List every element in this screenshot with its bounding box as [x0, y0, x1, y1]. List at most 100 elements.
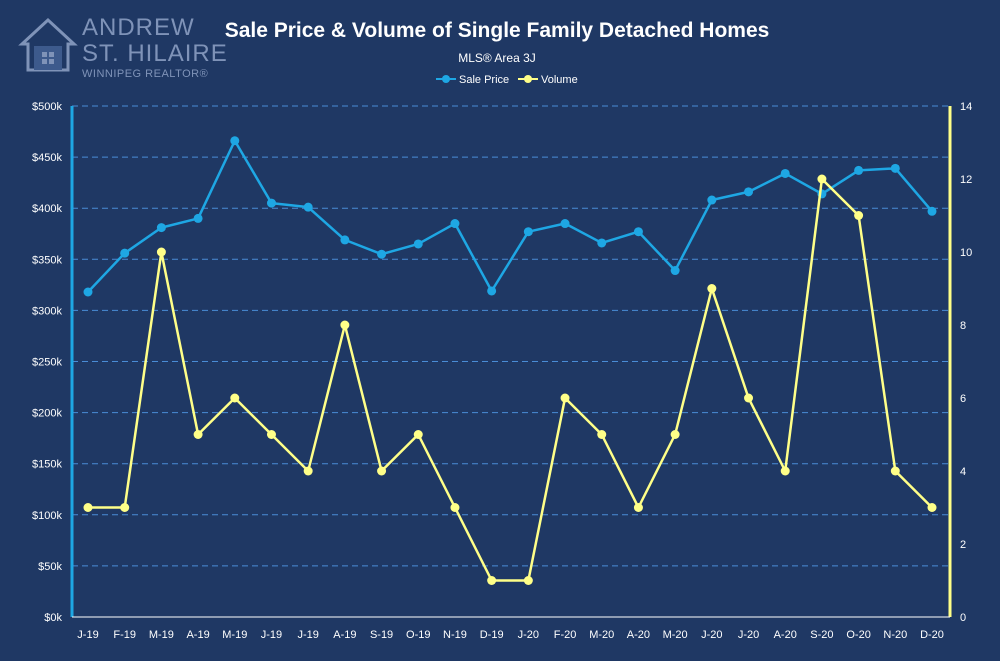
data-point-sale-price: [377, 249, 387, 259]
right-axis-tick-label: 10: [960, 247, 972, 259]
data-point-sale-price: [890, 163, 900, 173]
legend-swatch-sale-price: [442, 75, 450, 83]
logo-name-line1: ANDREW: [82, 14, 195, 41]
legend-item-volume: Volume: [518, 74, 578, 86]
right-axis-tick-label: 8: [960, 320, 966, 332]
logo-tagline: WINNIPEG REALTOR®: [82, 68, 209, 80]
left-axis-tick-label: $50k: [38, 561, 62, 573]
data-point-volume: [303, 466, 313, 476]
data-point-sale-price: [120, 248, 130, 258]
data-point-volume: [83, 503, 93, 512]
data-point-volume: [377, 466, 387, 476]
data-point-volume: [193, 430, 203, 439]
x-axis-tick-label: J-20: [738, 629, 759, 641]
data-point-sale-price: [83, 287, 93, 297]
legend-item-sale-price: Sale Price: [436, 74, 509, 86]
data-point-volume: [120, 503, 130, 512]
left-axis-tick-label: $250k: [32, 357, 62, 369]
x-axis-tick-label: D-20: [920, 629, 944, 641]
x-axis-tick-label: M-19: [149, 629, 174, 641]
data-point-sale-price: [597, 238, 607, 248]
left-axis-tick-label: $300k: [32, 305, 62, 317]
right-axis-tick-label: 2: [960, 539, 966, 551]
left-axis-tick-label: $0k: [44, 612, 62, 624]
legend-label-volume: Volume: [541, 74, 578, 86]
data-point-sale-price: [670, 266, 680, 276]
data-point-volume: [633, 503, 643, 512]
gridlines: [72, 105, 950, 567]
data-point-sale-price: [303, 202, 313, 212]
left-axis-tick-label: $350k: [32, 254, 62, 266]
right-axis-tick-label: 4: [960, 466, 966, 478]
data-point-sale-price: [340, 235, 350, 245]
data-point-volume: [927, 503, 937, 512]
data-point-sale-price: [193, 213, 203, 223]
data-point-volume: [707, 284, 717, 293]
chart-subtitle: MLS® Area 3J: [458, 51, 536, 65]
x-axis-tick-label: J-19: [297, 629, 318, 641]
data-point-volume: [780, 466, 790, 476]
data-point-sale-price: [854, 165, 864, 175]
data-point-sale-price: [450, 219, 460, 229]
data-point-volume: [854, 211, 864, 220]
data-point-volume: [340, 320, 350, 330]
legend: Sale Price Volume: [436, 74, 578, 86]
data-point-sale-price: [266, 198, 276, 208]
data-point-sale-price: [744, 187, 754, 197]
series-line-sale-price: [87, 139, 933, 293]
data-point-sale-price: [780, 168, 790, 178]
left-axis-tick-label: $400k: [32, 203, 62, 215]
brand-logo: ANDREW ST. HILAIRE WINNIPEG REALTOR®: [14, 10, 227, 82]
data-point-sale-price: [560, 219, 570, 229]
data-point-sale-price: [523, 227, 533, 237]
left-axis-tick-label: $100k: [32, 510, 62, 522]
series: [83, 136, 937, 585]
data-point-volume: [523, 576, 533, 585]
x-axis-tick-label: M-20: [589, 629, 614, 641]
data-point-sale-price: [633, 227, 643, 237]
data-point-volume: [266, 430, 276, 439]
x-axis-tick-label: M-19: [222, 629, 247, 641]
legend-label-sale-price: Sale Price: [459, 74, 509, 86]
data-point-sale-price: [230, 136, 240, 146]
left-axis-tick-label: $200k: [32, 408, 62, 420]
logo-name-line2: ST. HILAIRE: [82, 40, 228, 67]
x-axis-tick-label: N-20: [883, 629, 907, 641]
series-line-volume: [88, 177, 933, 582]
data-point-sale-price: [927, 206, 937, 216]
x-axis-tick-label: F-20: [554, 629, 577, 641]
x-axis-tick-label: J-19: [77, 629, 98, 641]
series-sale-price: [83, 136, 937, 297]
data-point-sale-price: [413, 239, 423, 249]
x-axis-tick-label: A-19: [186, 629, 209, 641]
right-axis-tick-label: 12: [960, 174, 972, 186]
x-axis-tick-label: A-20: [627, 629, 650, 641]
x-axis-tick-label: A-20: [774, 629, 797, 641]
left-axis-tick-label: $150k: [32, 459, 62, 471]
x-axis-tick-label: J-20: [518, 629, 539, 641]
data-point-volume: [156, 247, 166, 257]
data-point-sale-price: [487, 286, 497, 296]
data-point-volume: [817, 174, 827, 184]
x-axis-tick-label: S-20: [810, 629, 833, 641]
data-point-volume: [890, 466, 900, 476]
right-axis-tick-label: 14: [960, 101, 972, 113]
left-axis-tick-label: $500k: [32, 101, 62, 113]
x-axis-tick-label: A-19: [333, 629, 356, 641]
data-point-sale-price: [707, 195, 717, 205]
data-point-sale-price: [156, 223, 166, 233]
house-logo-icon: [18, 17, 78, 72]
legend-swatch-volume: [524, 75, 532, 83]
data-point-volume: [450, 503, 460, 512]
data-point-volume: [230, 393, 240, 403]
data-point-volume: [670, 430, 680, 439]
x-axis-tick-label: O-19: [406, 629, 430, 641]
data-point-volume: [744, 393, 754, 403]
x-axis-tick-label: D-19: [480, 629, 504, 641]
right-axis-tick-label: 0: [960, 612, 966, 624]
x-axis-tick-label: O-20: [846, 629, 870, 641]
data-point-volume: [597, 430, 607, 439]
left-axis-tick-label: $450k: [32, 152, 62, 164]
right-axis-tick-label: 6: [960, 393, 966, 405]
